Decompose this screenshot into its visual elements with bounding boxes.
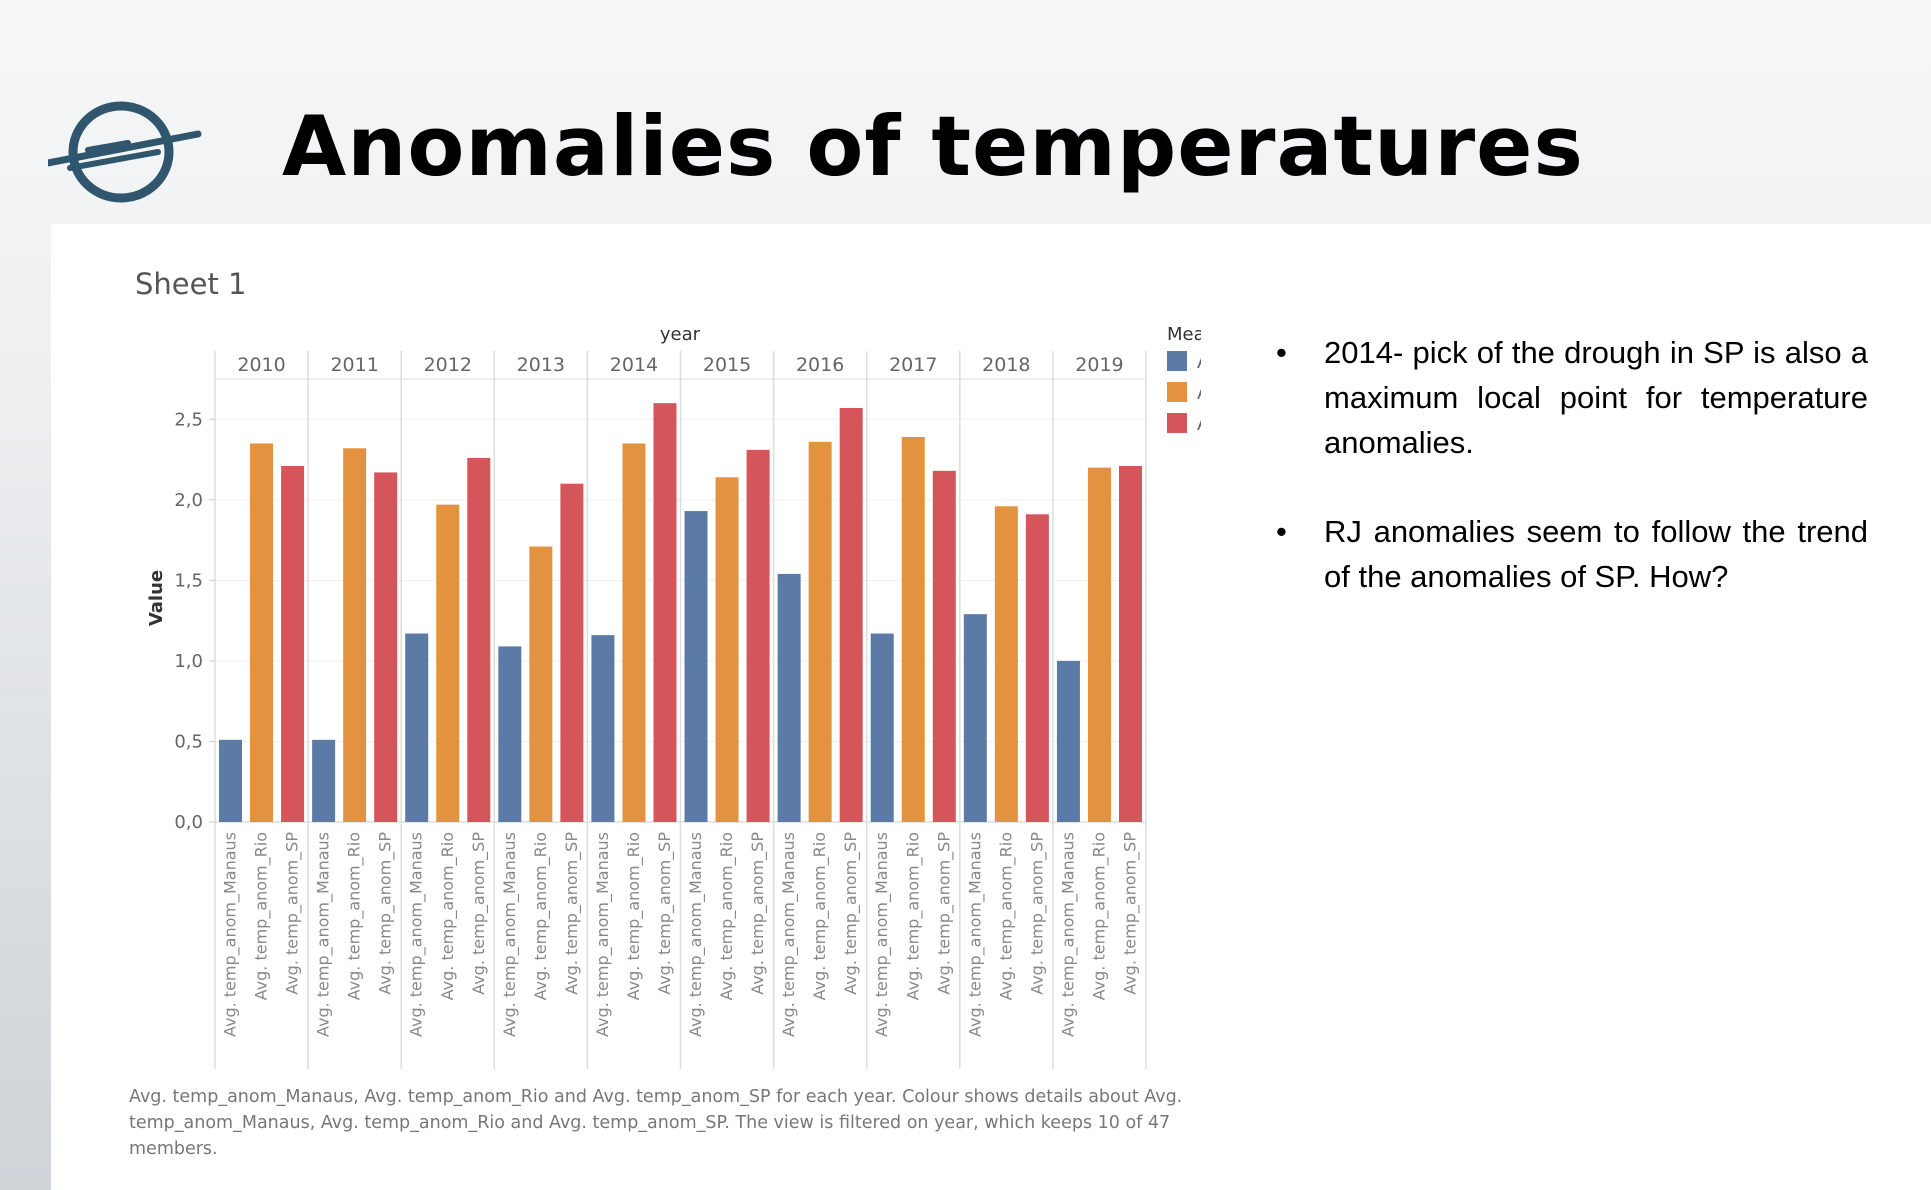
legend: Measure Names Avg. temp_anom_Manaus Avg. … xyxy=(1167,324,1201,435)
bar xyxy=(219,739,243,822)
category-label: Avg. temp_anom_Rio xyxy=(996,832,1016,1000)
year-label: 2014 xyxy=(610,354,658,376)
note-item: RJ anomalies seem to follow the trend of… xyxy=(1238,509,1868,599)
y-tick-label: 1,0 xyxy=(174,651,203,672)
year-label: 2013 xyxy=(517,354,565,376)
bar xyxy=(498,646,522,822)
year-label: 2012 xyxy=(424,354,472,376)
category-label: Avg. temp_anom_SP xyxy=(841,832,861,995)
bar xyxy=(250,443,274,822)
bar xyxy=(560,483,584,822)
bar xyxy=(994,506,1018,822)
category-label: Avg. temp_anom_Rio xyxy=(810,832,830,1000)
bar xyxy=(1025,514,1049,822)
bar xyxy=(436,504,460,822)
bar xyxy=(653,403,677,822)
bar xyxy=(281,465,305,822)
bar xyxy=(591,635,615,822)
labels-layer: 0,0 0,5 1,0 1,5 2,0 2,5 2010 Avg. temp_anom_Man… xyxy=(174,354,1140,1037)
category-label: Avg. temp_anom_Manaus xyxy=(407,832,427,1037)
legend-label: Avg. temp_anom_Manaus xyxy=(1197,352,1201,373)
category-label: Avg. temp_anom_Rio xyxy=(624,832,644,1000)
bars-layer xyxy=(219,403,1142,822)
y-tick-label: 0,5 xyxy=(174,731,203,752)
bar xyxy=(963,614,987,822)
bar xyxy=(684,511,708,822)
category-label: Avg. temp_anom_Rio xyxy=(717,832,737,1000)
bar xyxy=(343,448,367,822)
category-label: Avg. temp_anom_Rio xyxy=(438,832,458,1000)
bar xyxy=(870,633,894,822)
notes-list: 2014- pick of the drough in SP is also a… xyxy=(1238,330,1868,643)
column-header-year: year xyxy=(660,324,701,345)
year-label: 2015 xyxy=(703,354,751,376)
bar xyxy=(777,573,801,822)
y-tick-label: 0,0 xyxy=(174,812,203,833)
category-label: Avg. temp_anom_Manaus xyxy=(686,832,706,1037)
category-label: Avg. temp_anom_Manaus xyxy=(500,832,520,1037)
year-label: 2017 xyxy=(889,354,937,376)
bar xyxy=(901,436,925,822)
category-label: Avg. temp_anom_Manaus xyxy=(872,832,892,1037)
bar xyxy=(746,449,770,822)
legend-swatch xyxy=(1167,413,1187,433)
year-label: 2019 xyxy=(1075,354,1123,376)
legend-label: Avg. temp_anom_Rio xyxy=(1197,383,1201,404)
note-item: 2014- pick of the drough in SP is also a… xyxy=(1238,330,1868,465)
bar xyxy=(529,546,553,822)
legend-label: Avg. temp_anom_SP xyxy=(1197,414,1201,435)
category-label: Avg. temp_anom_Rio xyxy=(1089,832,1109,1000)
category-label: Avg. temp_anom_Manaus xyxy=(965,832,985,1037)
bar xyxy=(312,739,336,822)
chart-caption: Avg. temp_anom_Manaus, Avg. temp_anom_Ri… xyxy=(129,1087,1183,1159)
category-label: Avg. temp_anom_Rio xyxy=(252,832,272,1000)
bar xyxy=(1056,660,1080,822)
category-label: Avg. temp_anom_SP xyxy=(934,832,954,995)
category-label: Avg. temp_anom_SP xyxy=(1027,832,1047,995)
bar xyxy=(374,472,398,822)
category-label: Avg. temp_anom_Manaus xyxy=(1058,832,1078,1037)
category-label: Avg. temp_anom_SP xyxy=(376,832,396,995)
bar xyxy=(932,470,956,822)
y-tick-label: 2,0 xyxy=(174,490,203,511)
category-label: Avg. temp_anom_SP xyxy=(469,832,489,995)
bar xyxy=(1118,465,1142,822)
category-label: Avg. temp_anom_Manaus xyxy=(314,832,334,1037)
bar xyxy=(1087,467,1111,822)
year-label: 2011 xyxy=(330,354,378,376)
y-axis-title: Value xyxy=(146,570,167,626)
bar xyxy=(808,441,832,822)
bar xyxy=(405,633,429,822)
bar-chart: Sheet 1 year Value 0,0 0,5 1,0 1,5 2,0 2,5 201… xyxy=(135,267,1201,1069)
category-label: Avg. temp_anom_SP xyxy=(283,832,303,995)
year-label: 2018 xyxy=(982,354,1030,376)
category-label: Avg. temp_anom_SP xyxy=(562,832,582,995)
bar xyxy=(715,477,739,822)
legend-title: Measure Names xyxy=(1167,324,1201,345)
category-label: Avg. temp_anom_Rio xyxy=(903,832,923,1000)
bar xyxy=(622,443,646,822)
category-label: Avg. temp_anom_Manaus xyxy=(221,832,241,1037)
year-label: 2016 xyxy=(796,354,844,376)
legend-swatch xyxy=(1167,382,1187,402)
company-logo xyxy=(48,101,202,203)
slide-title: Anomalies of temperatures xyxy=(282,98,1584,195)
category-label: Avg. temp_anom_SP xyxy=(655,832,675,995)
y-tick-label: 1,5 xyxy=(174,570,203,591)
legend-swatch xyxy=(1167,351,1187,371)
category-label: Avg. temp_anom_Manaus xyxy=(779,832,799,1037)
category-label: Avg. temp_anom_Manaus xyxy=(593,832,613,1037)
category-label: Avg. temp_anom_Rio xyxy=(531,832,551,1000)
category-label: Avg. temp_anom_Rio xyxy=(345,832,365,1000)
y-tick-label: 2,5 xyxy=(174,409,203,430)
grid-layer xyxy=(209,351,1147,1069)
year-label: 2010 xyxy=(237,354,285,376)
category-label: Avg. temp_anom_SP xyxy=(748,832,768,995)
bar xyxy=(839,407,863,822)
bar xyxy=(467,457,491,822)
category-label: Avg. temp_anom_SP xyxy=(1120,832,1140,995)
sheet-title: Sheet 1 xyxy=(135,267,247,301)
